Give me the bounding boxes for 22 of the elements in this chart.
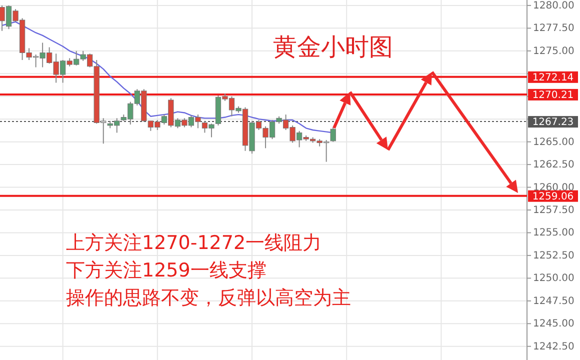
y-tick-label: 1265.00 [533, 136, 574, 148]
annotation: 操作的思路不变，反弹以高空为主 [66, 287, 351, 309]
y-tick-label: 1262.50 [533, 160, 574, 171]
y-tick-label: 1247.50 [533, 296, 574, 307]
y-tick-label: 1275.00 [533, 46, 574, 57]
y-tick-label: 1250.00 [533, 273, 574, 284]
annotation: 上方关注1270-1272一线阻力 [66, 232, 322, 254]
y-tick-label: 1277.50 [533, 23, 574, 34]
annotation: 下方关注1259一线支撑 [66, 260, 266, 282]
y-tick-label: 1242.50 [533, 341, 574, 352]
ref-line-label: 1272.14 [532, 72, 574, 84]
ref-line-label: 1270.21 [532, 90, 574, 101]
text: 黄金小时图 [273, 33, 393, 61]
y-tick-label: 1260.00 [533, 182, 574, 194]
y-tick-label: 1280.00 [533, 0, 574, 12]
y-tick-label: 1245.00 [533, 318, 574, 330]
y-tick-label: 1252.50 [533, 250, 574, 262]
y-tick-label: 1255.00 [533, 228, 574, 239]
ref-line-label: 1259.06 [532, 191, 574, 202]
candlestick [330, 126, 336, 142]
ref-line-label: 1267.23 [532, 117, 574, 128]
y-tick-label: 1257.50 [533, 205, 574, 216]
